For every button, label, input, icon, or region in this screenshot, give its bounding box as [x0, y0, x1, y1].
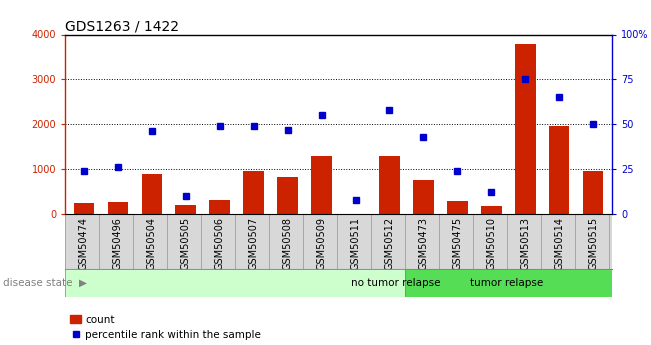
- Bar: [413, 180, 434, 214]
- Text: GSM50475: GSM50475: [452, 217, 462, 270]
- Text: GSM50474: GSM50474: [79, 217, 89, 270]
- Text: GSM50504: GSM50504: [146, 217, 157, 270]
- Bar: [65, 269, 405, 297]
- Text: GSM50505: GSM50505: [181, 217, 191, 270]
- Text: GSM50496: GSM50496: [113, 217, 123, 269]
- Text: GSM50514: GSM50514: [554, 217, 564, 270]
- Legend: count, percentile rank within the sample: count, percentile rank within the sample: [70, 315, 261, 340]
- Text: GDS1263 / 1422: GDS1263 / 1422: [65, 19, 179, 33]
- Text: GSM50507: GSM50507: [249, 217, 258, 270]
- Text: GSM50511: GSM50511: [350, 217, 361, 270]
- Text: GSM50509: GSM50509: [316, 217, 327, 270]
- Text: GSM50510: GSM50510: [486, 217, 496, 270]
- Text: disease state  ▶: disease state ▶: [3, 278, 87, 288]
- Bar: [141, 174, 162, 214]
- Text: GSM50515: GSM50515: [589, 217, 598, 270]
- Bar: [549, 126, 570, 214]
- Text: GSM50513: GSM50513: [520, 217, 531, 270]
- Bar: [176, 205, 196, 214]
- Bar: [380, 156, 400, 214]
- Bar: [447, 201, 467, 214]
- Bar: [311, 156, 332, 214]
- Bar: [481, 206, 501, 214]
- Bar: [583, 171, 603, 214]
- Text: GSM50512: GSM50512: [385, 217, 395, 270]
- Bar: [107, 202, 128, 214]
- Text: GSM50473: GSM50473: [419, 217, 428, 270]
- Text: no tumor relapse: no tumor relapse: [351, 278, 440, 288]
- Bar: [405, 269, 612, 297]
- Bar: [243, 171, 264, 214]
- Text: tumor relapse: tumor relapse: [470, 278, 544, 288]
- Text: GSM50508: GSM50508: [283, 217, 292, 270]
- Bar: [74, 203, 94, 214]
- Bar: [210, 200, 230, 214]
- Bar: [515, 45, 536, 214]
- Text: GSM50506: GSM50506: [215, 217, 225, 270]
- Bar: [277, 177, 298, 214]
